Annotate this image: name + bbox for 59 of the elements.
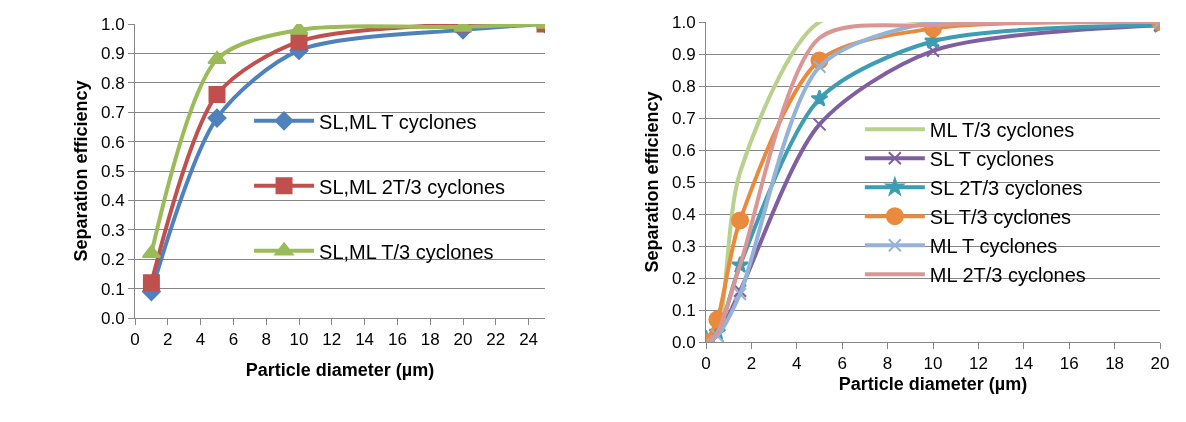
y-tick-label: 1.0	[100, 14, 125, 34]
y-tick-label: 0.2	[671, 268, 696, 288]
x-tick-label: 4	[792, 354, 802, 374]
x-tick-label: 0	[701, 354, 711, 374]
x-tick-label: 10	[923, 354, 943, 374]
legend-label: ML T/3 cyclones	[929, 119, 1075, 142]
y-tick-label: 0.2	[100, 250, 125, 270]
y-tick-label: 0.0	[100, 308, 125, 328]
x-tick-label: 14	[1014, 354, 1034, 374]
x-tick-label: 6	[228, 330, 239, 350]
legend-label: ML T cyclones	[929, 235, 1058, 258]
y-tick-label: 1.0	[671, 12, 696, 32]
x-tick-label: 22	[486, 330, 506, 350]
x-tick-label: 4	[195, 330, 206, 350]
y-tick-label: 0.9	[100, 44, 125, 64]
x-tick-label: 20	[453, 330, 473, 350]
x-tick-label: 12	[968, 354, 988, 374]
x-axis-title: Particle diameter (µm)	[245, 359, 435, 380]
legend-label: SL T cyclones	[929, 148, 1054, 171]
x-tick-label: 2	[163, 330, 173, 350]
y-tick-label: 0.6	[100, 132, 125, 152]
x-tick-label: 16	[387, 330, 407, 350]
y-tick-label: 0.5	[671, 172, 696, 192]
y-tick-label: 0.3	[100, 220, 125, 240]
y-tick-label: 0.1	[100, 279, 125, 299]
legend-label: SL T/3 cyclones	[929, 206, 1072, 229]
legend-label: SL 2T/3 cyclones	[929, 177, 1083, 200]
y-tick-label: 0.7	[100, 103, 125, 123]
y-tick-label: 0.4	[100, 191, 125, 211]
y-axis-title: Separation efficiency	[642, 91, 663, 273]
legend-label: ML 2T/3 cyclones	[929, 264, 1086, 287]
y-tick-label: 0.1	[671, 300, 696, 320]
x-tick-label: 8	[261, 330, 271, 350]
legend-label: SL,ML 2T/3 cyclones	[319, 175, 506, 198]
x-tick-label: 10	[289, 330, 309, 350]
y-tick-label: 0.0	[671, 332, 696, 352]
x-tick-label: 20	[1150, 354, 1170, 374]
y-tick-label: 0.9	[671, 44, 696, 64]
x-tick-label: 18	[1105, 354, 1125, 374]
y-tick-label: 0.5	[100, 161, 125, 181]
x-tick-label: 0	[130, 330, 140, 350]
x-axis-title: Particle diameter (µm)	[838, 373, 1028, 394]
x-tick-label: 12	[322, 330, 342, 350]
x-tick-label: 14	[355, 330, 375, 350]
x-tick-label: 6	[837, 354, 847, 374]
y-tick-label: 0.6	[671, 140, 696, 160]
x-tick-label: 2	[746, 354, 757, 374]
y-axis-title: Separation efficiency	[71, 80, 92, 262]
x-tick-label: 18	[420, 330, 440, 350]
y-tick-label: 0.7	[671, 108, 696, 128]
legend-label: SL,ML T cyclones	[319, 110, 477, 133]
y-tick-label: 0.3	[671, 236, 696, 256]
y-tick-label: 0.4	[671, 204, 696, 224]
x-tick-label: 24	[519, 330, 539, 350]
y-tick-label: 0.8	[671, 76, 696, 96]
legend-label: SL,ML T/3 cyclones	[319, 240, 494, 263]
x-tick-label: 8	[882, 354, 893, 374]
y-tick-label: 0.8	[100, 73, 125, 93]
x-tick-label: 16	[1059, 354, 1079, 374]
